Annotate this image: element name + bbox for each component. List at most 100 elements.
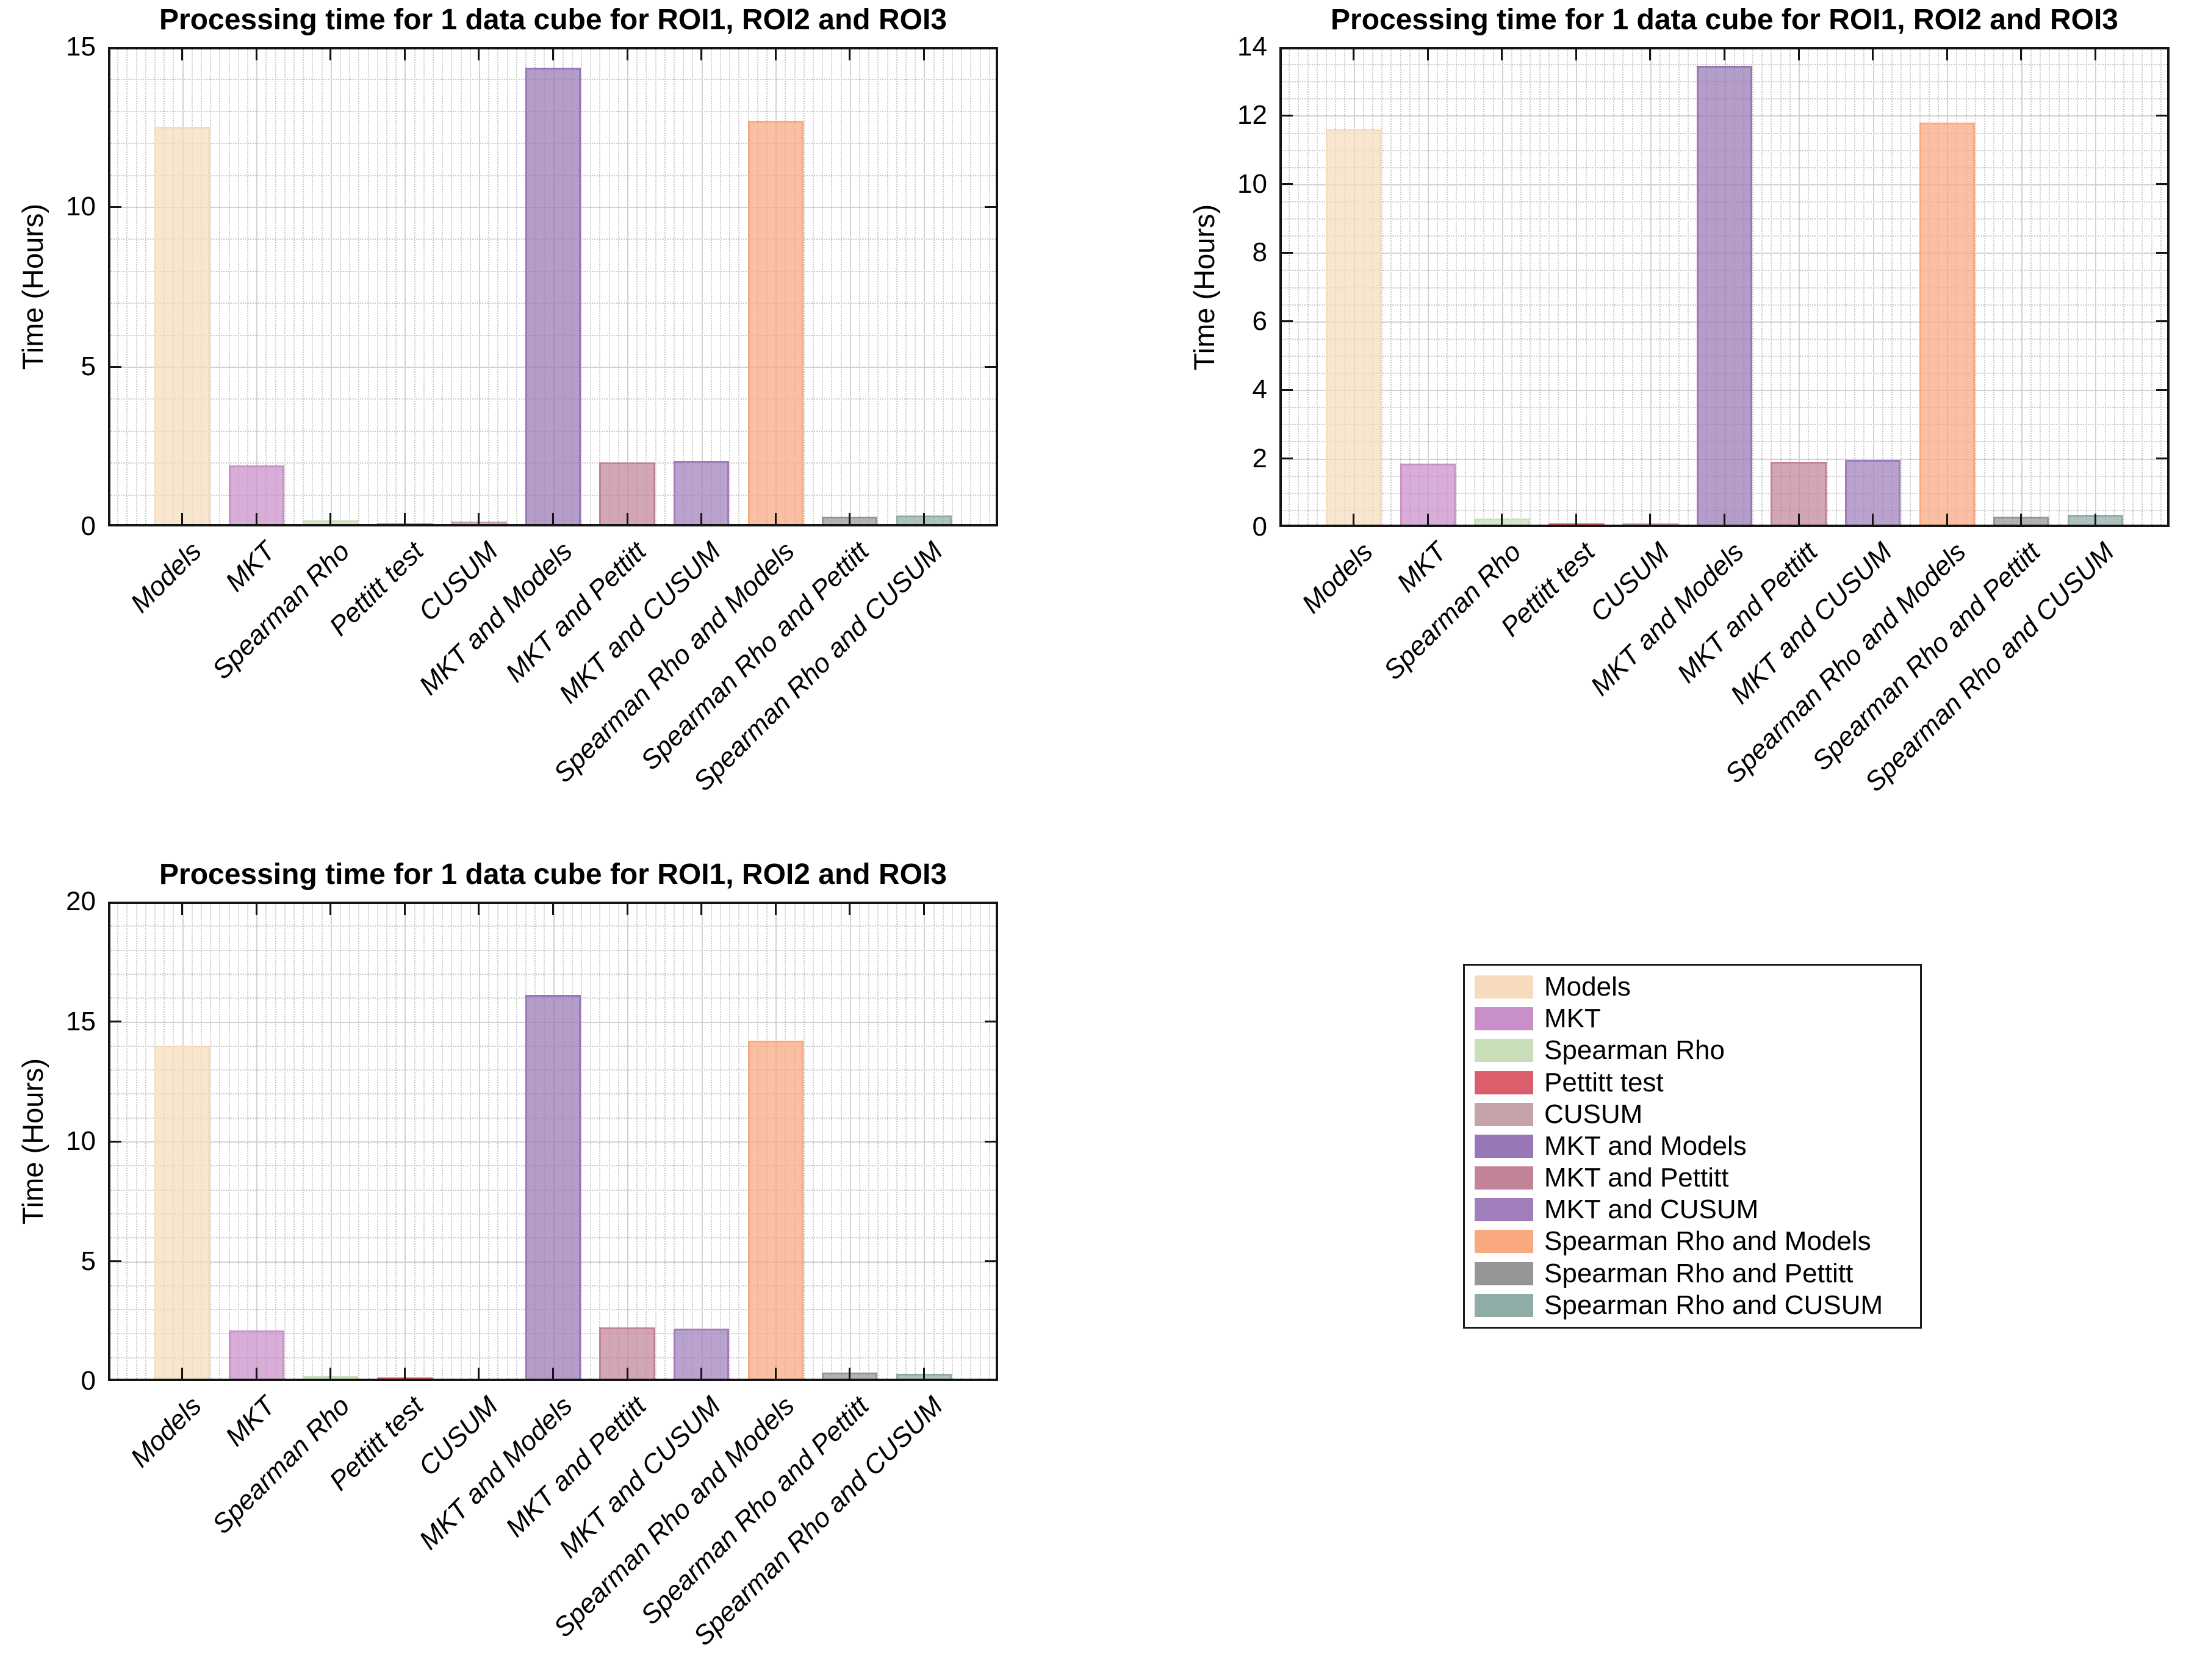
x-minor-gridline bbox=[2067, 47, 2069, 527]
x-minor-gridline bbox=[1919, 47, 1921, 527]
x-minor-gridline bbox=[1659, 47, 1661, 527]
x-minor-gridline bbox=[562, 47, 564, 526]
x-minor-gridline bbox=[1641, 47, 1642, 527]
x-minor-gridline bbox=[423, 47, 425, 526]
x-major-gridline bbox=[2021, 47, 2023, 527]
bar-spearman-rho-and-models bbox=[747, 1040, 804, 1381]
bar-mkt bbox=[1400, 464, 1456, 527]
x-tick-label-mkt-and-models: MKT and Models bbox=[413, 1391, 578, 1556]
x-tickmark-bottom bbox=[626, 1368, 628, 1381]
x-minor-gridline bbox=[154, 902, 156, 1381]
x-minor-gridline bbox=[1307, 47, 1309, 527]
x-minor-gridline bbox=[339, 902, 341, 1381]
x-tickmark-top bbox=[329, 47, 332, 60]
x-tickmark-top bbox=[329, 902, 332, 915]
x-minor-gridline bbox=[1335, 47, 1337, 527]
x-major-gridline bbox=[775, 902, 777, 1381]
y-tickmark-left bbox=[1279, 458, 1293, 460]
x-minor-gridline bbox=[210, 47, 212, 526]
x-minor-gridline bbox=[590, 47, 592, 526]
y-major-gridline bbox=[108, 367, 998, 368]
x-major-gridline bbox=[478, 47, 480, 526]
x-minor-gridline bbox=[747, 902, 749, 1381]
x-minor-gridline bbox=[1808, 47, 1810, 527]
y-tickmark-left bbox=[108, 365, 121, 368]
legend-item-mkt-and-pettitt: MKT and Pettitt bbox=[1465, 1163, 1920, 1193]
x-minor-gridline bbox=[581, 47, 583, 526]
x-minor-gridline bbox=[1372, 47, 1373, 527]
legend-swatch-mkt-and-pettitt bbox=[1475, 1166, 1533, 1190]
y-minor-gridline bbox=[1279, 81, 2170, 83]
bar-mkt-and-cusum bbox=[1845, 460, 1901, 527]
legend-item-mkt-and-cusum: MKT and CUSUM bbox=[1465, 1194, 1920, 1225]
y-major-gridline bbox=[1279, 253, 2170, 254]
x-tick-label-spearman-rho: Spearman Rho bbox=[206, 536, 356, 685]
x-minor-gridline bbox=[488, 47, 490, 526]
x-major-gridline bbox=[701, 47, 703, 526]
x-minor-gridline bbox=[265, 902, 267, 1381]
y-minor-gridline bbox=[1279, 235, 2170, 237]
x-minor-gridline bbox=[451, 47, 453, 526]
x-minor-gridline bbox=[367, 902, 369, 1381]
x-minor-gridline bbox=[1817, 47, 1819, 527]
bar-spearman-rho-and-cusum bbox=[896, 515, 952, 526]
y-minor-gridline bbox=[1279, 218, 2170, 220]
x-major-gridline bbox=[256, 902, 258, 1381]
x-major-gridline bbox=[1576, 47, 1578, 527]
y-minor-gridline bbox=[108, 1189, 998, 1191]
bar-spearman-rho-and-pettitt bbox=[822, 1373, 878, 1381]
x-minor-gridline bbox=[822, 47, 824, 526]
x-tick-label-mkt-and-models: MKT and Models bbox=[413, 536, 578, 701]
y-tick-label: 10 bbox=[1237, 168, 1267, 199]
x-minor-gridline bbox=[692, 47, 694, 526]
bar-pettitt-test bbox=[1548, 523, 1604, 527]
x-minor-gridline bbox=[1298, 47, 1300, 527]
x-tickmark-top bbox=[626, 47, 628, 60]
y-tick-label: 15 bbox=[66, 1006, 96, 1036]
x-minor-gridline bbox=[2049, 47, 2051, 527]
y-minor-gridline bbox=[1279, 287, 2170, 289]
x-tickmark-bottom bbox=[1353, 514, 1355, 527]
x-minor-gridline bbox=[868, 47, 870, 526]
x-tickmark-bottom bbox=[403, 1368, 406, 1381]
bar-cusum bbox=[451, 522, 507, 526]
x-minor-gridline bbox=[747, 47, 749, 526]
x-minor-gridline bbox=[1678, 47, 1680, 527]
x-minor-gridline bbox=[386, 47, 387, 526]
x-tickmark-top bbox=[922, 47, 925, 60]
y-minor-gridline bbox=[1279, 441, 2170, 443]
x-minor-gridline bbox=[349, 47, 351, 526]
x-minor-gridline bbox=[358, 47, 360, 526]
x-minor-gridline bbox=[1530, 47, 1531, 527]
x-tickmark-bottom bbox=[2020, 514, 2023, 527]
x-minor-gridline bbox=[414, 902, 415, 1381]
y-tick-label: 2 bbox=[1252, 443, 1267, 473]
x-tickmark-bottom bbox=[1724, 514, 1725, 527]
x-minor-gridline bbox=[516, 902, 517, 1381]
x-minor-gridline bbox=[1928, 47, 1930, 527]
bar-models bbox=[154, 1045, 210, 1381]
bar-spearman-rho-and-cusum bbox=[2067, 515, 2123, 527]
x-tick-label-mkt-and-cusum: MKT and CUSUM bbox=[553, 1391, 727, 1564]
x-minor-gridline bbox=[284, 902, 286, 1381]
legend-swatch-mkt-and-models bbox=[1475, 1134, 1533, 1158]
y-minor-gridline bbox=[108, 1213, 998, 1215]
y-minor-gridline bbox=[108, 1117, 998, 1119]
y-major-gridline bbox=[108, 1141, 998, 1143]
y-minor-gridline bbox=[1279, 270, 2170, 271]
x-minor-gridline bbox=[506, 47, 508, 526]
x-tick-label-spearman-rho: Spearman Rho bbox=[206, 1391, 356, 1540]
x-tick-label-mkt-and-pettitt: MKT and Pettitt bbox=[500, 536, 652, 689]
x-minor-gridline bbox=[1835, 47, 1837, 527]
y-tick-label: 10 bbox=[66, 192, 96, 221]
y-minor-gridline bbox=[108, 430, 998, 432]
x-tickmark-top bbox=[626, 902, 628, 915]
bar-spearman-rho-and-models bbox=[1919, 122, 1975, 527]
y-minor-gridline bbox=[108, 334, 998, 336]
y-tick-label: 5 bbox=[81, 1246, 96, 1276]
plot-area bbox=[108, 47, 998, 526]
axis-frame bbox=[1279, 47, 2170, 527]
x-minor-gridline bbox=[173, 47, 174, 526]
y-tick-label: 0 bbox=[81, 511, 96, 541]
